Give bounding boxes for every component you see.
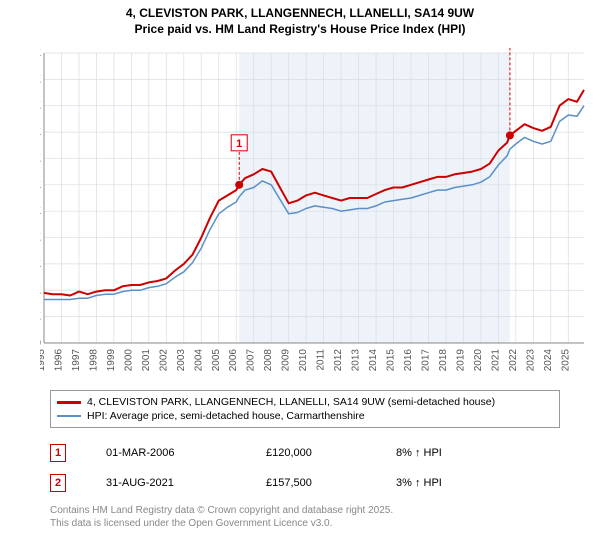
legend: 4, CLEVISTON PARK, LLANGENNECH, LLANELLI… xyxy=(50,390,560,428)
title-line-1: 4, CLEVISTON PARK, LLANGENNECH, LLANELLI… xyxy=(126,6,474,20)
svg-text:2008: 2008 xyxy=(263,349,274,372)
svg-text:2002: 2002 xyxy=(158,349,169,372)
legend-label-hpi: HPI: Average price, semi-detached house,… xyxy=(87,410,365,422)
svg-text:2021: 2021 xyxy=(490,349,501,372)
legend-row-property: 4, CLEVISTON PARK, LLANGENNECH, LLANELLI… xyxy=(57,395,553,409)
svg-text:£0: £0 xyxy=(40,338,41,349)
svg-text:2000: 2000 xyxy=(123,349,134,372)
marker-badge-1: 1 xyxy=(50,444,66,462)
svg-text:2017: 2017 xyxy=(420,349,431,372)
marker-badge-2: 2 xyxy=(50,474,66,492)
attribution-line-1: Contains HM Land Registry data © Crown c… xyxy=(50,505,393,516)
svg-text:1995: 1995 xyxy=(40,349,47,372)
svg-text:£20K: £20K xyxy=(40,312,41,323)
svg-text:£80K: £80K xyxy=(40,233,41,244)
svg-text:2016: 2016 xyxy=(403,349,414,372)
attribution-line-2: This data is licensed under the Open Gov… xyxy=(50,518,332,529)
svg-text:£140K: £140K xyxy=(40,153,41,164)
svg-text:£180K: £180K xyxy=(40,101,41,112)
line-chart-svg: £0 £20K £40K £60K £80K £100K £120K £140K £160K £1… xyxy=(40,48,588,378)
svg-text:2025: 2025 xyxy=(560,349,571,372)
marker-row-1: 1 01-MAR-2006 £120,000 8% ↑ HPI xyxy=(50,438,560,468)
svg-text:2018: 2018 xyxy=(438,349,449,372)
svg-text:2019: 2019 xyxy=(455,349,466,372)
svg-text:£60K: £60K xyxy=(40,259,41,270)
marker-date-2: 31-AUG-2021 xyxy=(106,477,226,489)
marker-price-1: £120,000 xyxy=(266,447,356,459)
svg-text:£100K: £100K xyxy=(40,206,41,217)
legend-row-hpi: HPI: Average price, semi-detached house,… xyxy=(57,409,553,423)
svg-text:2012: 2012 xyxy=(333,349,344,372)
svg-text:2003: 2003 xyxy=(176,349,187,372)
marker-date-1: 01-MAR-2006 xyxy=(106,447,226,459)
legend-swatch-property xyxy=(57,401,81,404)
chart-area: £0 £20K £40K £60K £80K £100K £120K £140K £160K £1… xyxy=(40,48,588,378)
svg-text:2011: 2011 xyxy=(316,349,327,371)
svg-text:£120K: £120K xyxy=(40,180,41,191)
marker-pct-2: 3% ↑ HPI xyxy=(396,477,486,489)
svg-text:2007: 2007 xyxy=(246,349,257,372)
svg-text:1: 1 xyxy=(236,138,242,150)
svg-text:1997: 1997 xyxy=(71,349,82,372)
marker-price-2: £157,500 xyxy=(266,477,356,489)
chart-container: 4, CLEVISTON PARK, LLANGENNECH, LLANELLI… xyxy=(0,0,600,560)
svg-text:2022: 2022 xyxy=(508,349,519,372)
svg-text:2005: 2005 xyxy=(211,349,222,372)
svg-text:2023: 2023 xyxy=(525,349,536,372)
svg-text:2024: 2024 xyxy=(543,349,554,372)
svg-text:2010: 2010 xyxy=(298,349,309,372)
marker-pct-1: 8% ↑ HPI xyxy=(396,447,486,459)
svg-text:£220K: £220K xyxy=(40,48,41,59)
svg-text:2009: 2009 xyxy=(281,349,292,372)
attribution: Contains HM Land Registry data © Crown c… xyxy=(50,504,560,530)
svg-text:1998: 1998 xyxy=(88,349,99,372)
svg-text:1996: 1996 xyxy=(53,349,64,372)
chart-title: 4, CLEVISTON PARK, LLANGENNECH, LLANELLI… xyxy=(0,0,600,37)
legend-swatch-hpi xyxy=(57,415,81,417)
svg-text:2006: 2006 xyxy=(228,349,239,372)
svg-text:2015: 2015 xyxy=(386,349,397,372)
marker-table: 1 01-MAR-2006 £120,000 8% ↑ HPI 2 31-AUG… xyxy=(50,438,560,498)
svg-text:2020: 2020 xyxy=(473,349,484,372)
svg-text:£40K: £40K xyxy=(40,285,41,296)
svg-text:2014: 2014 xyxy=(368,349,379,372)
svg-text:1999: 1999 xyxy=(106,349,117,372)
title-line-2: Price paid vs. HM Land Registry's House … xyxy=(135,22,466,36)
svg-text:£200K: £200K xyxy=(40,74,41,85)
legend-label-property: 4, CLEVISTON PARK, LLANGENNECH, LLANELLI… xyxy=(87,396,495,408)
svg-text:2004: 2004 xyxy=(193,349,204,372)
marker-row-2: 2 31-AUG-2021 £157,500 3% ↑ HPI xyxy=(50,468,560,498)
svg-text:2013: 2013 xyxy=(351,349,362,372)
svg-text:£160K: £160K xyxy=(40,127,41,138)
svg-text:2001: 2001 xyxy=(141,349,152,372)
